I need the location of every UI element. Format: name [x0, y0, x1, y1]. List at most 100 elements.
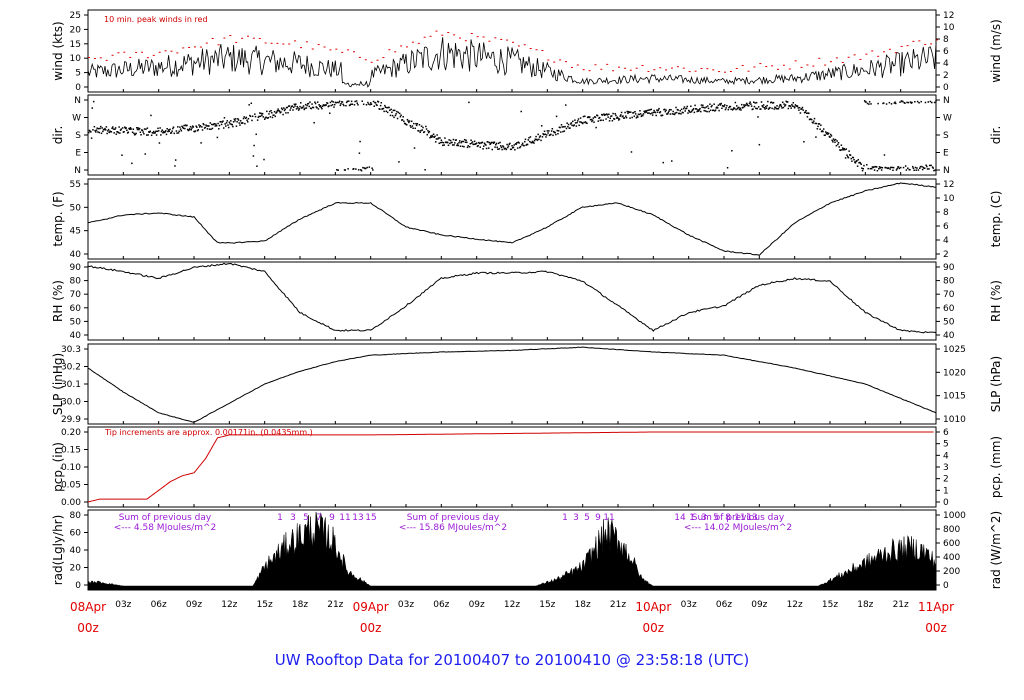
wind-direction-point: [104, 127, 106, 130]
wind-direction-point: [449, 142, 451, 145]
wind-direction-point: [393, 109, 396, 112]
wind-direction-point: [461, 145, 464, 148]
wind-direction-point: [647, 109, 650, 111]
wind-direction-point: [815, 122, 818, 125]
wind-direction-point: [560, 124, 563, 126]
wind-direction-point: [734, 101, 737, 104]
wind-peak-mark: [270, 42, 273, 44]
wind-direction-point: [557, 132, 559, 135]
wind-direction-point: [413, 122, 415, 125]
wind-direction-point: [551, 127, 554, 130]
wind-direction-point: [909, 101, 912, 103]
wind-direction-point: [539, 135, 542, 137]
wind-peak-mark: [553, 61, 556, 63]
wind-direction-point: [499, 141, 501, 144]
wind-direction-point: [90, 137, 93, 139]
wind-direction-point: [733, 107, 736, 110]
wind-direction-point: [719, 104, 722, 106]
slp-panel-frame: [87, 343, 937, 425]
wind-direction-point: [217, 122, 219, 125]
wind-peak-mark: [594, 64, 597, 66]
wind-direction-point: [654, 111, 657, 114]
wind-direction-point: [603, 113, 605, 115]
wind-peak-mark: [223, 37, 226, 39]
wind-direction-point: [815, 136, 817, 138]
wind-direction-point: [439, 141, 442, 144]
wind-direction-point: [475, 142, 478, 144]
wind-direction-point: [291, 105, 294, 107]
wind-direction-point: [214, 125, 216, 127]
wind-direction-point: [421, 129, 424, 131]
wind-direction-point: [248, 104, 250, 106]
wind-direction-point: [222, 127, 225, 129]
wind-direction-point: [383, 110, 385, 113]
wind-peak-mark: [217, 44, 220, 46]
wind-direction-point: [459, 140, 461, 142]
wind-direction-point: [418, 130, 420, 132]
wind-direction-point: [658, 107, 660, 110]
wind-direction-point: [683, 106, 686, 108]
wind-direction-point: [277, 108, 279, 110]
wind-peak-mark: [423, 36, 426, 38]
wind-direction-point: [372, 100, 375, 103]
wind-direction-point: [861, 169, 864, 172]
wind-direction-point: [873, 166, 875, 168]
wind-direction-point: [351, 103, 354, 106]
wind-direction-point: [634, 113, 637, 115]
wind-direction-point: [266, 110, 268, 113]
wind-direction-point: [931, 166, 934, 168]
wind-direction-point: [468, 146, 471, 148]
wind-direction-point: [260, 112, 262, 115]
wind-direction-point: [182, 127, 185, 130]
wind-peak-mark: [506, 39, 509, 41]
wind-direction-point: [519, 146, 521, 149]
dir-left-tick-label: E: [75, 149, 81, 159]
wind-direction-point: [651, 112, 653, 114]
wind-direction-point: [633, 115, 636, 117]
wind-direction-point: [489, 143, 491, 146]
wind-direction-point: [596, 114, 599, 117]
wind-direction-point: [92, 100, 95, 103]
wind-direction-point: [513, 144, 515, 146]
wind-direction-point: [837, 143, 839, 146]
x-tick-label: 15z: [257, 600, 273, 610]
wind-direction-point: [536, 139, 539, 141]
wind-peak-mark: [888, 48, 891, 50]
wind-direction-point: [717, 104, 720, 107]
wind-peak-mark: [488, 40, 491, 42]
wind-direction-point: [224, 123, 226, 125]
wind-direction-point: [704, 110, 707, 112]
wind-direction-point: [218, 128, 220, 130]
wind-peak-mark: [117, 52, 120, 54]
wind-direction-point: [345, 101, 348, 104]
wind-direction-point: [200, 142, 202, 144]
wind-direction-point: [810, 118, 813, 121]
wind-direction-point: [593, 121, 595, 123]
wind-direction-point: [318, 104, 320, 106]
wind-direction-point: [849, 154, 852, 156]
wind-direction-point: [446, 141, 449, 144]
wind-direction-point: [273, 114, 275, 116]
wind-direction-point: [926, 168, 929, 170]
wind-peak-mark: [252, 37, 255, 39]
wind-peak-mark: [152, 54, 155, 56]
wind-peak-mark: [741, 64, 744, 66]
wind-direction-point: [337, 169, 339, 171]
wind-direction-point: [783, 103, 785, 105]
wind-direction-point: [919, 165, 922, 168]
wind-direction-point: [883, 154, 886, 156]
wind-direction-point: [114, 128, 116, 131]
wind-peak-mark: [429, 35, 432, 37]
wind-direction-point: [612, 112, 614, 115]
wind-direction-point: [356, 102, 359, 104]
wind-direction-point: [705, 106, 708, 108]
wind-direction-point: [608, 113, 610, 116]
wind-direction-point: [397, 111, 400, 114]
wind-direction-point: [166, 127, 168, 130]
wind-direction-point: [702, 106, 705, 109]
wind-direction-point: [765, 107, 768, 109]
wind-direction-point: [242, 122, 244, 124]
wind-direction-point: [295, 108, 298, 110]
wind-direction-point: [508, 143, 510, 145]
wind-direction-point: [247, 121, 249, 123]
